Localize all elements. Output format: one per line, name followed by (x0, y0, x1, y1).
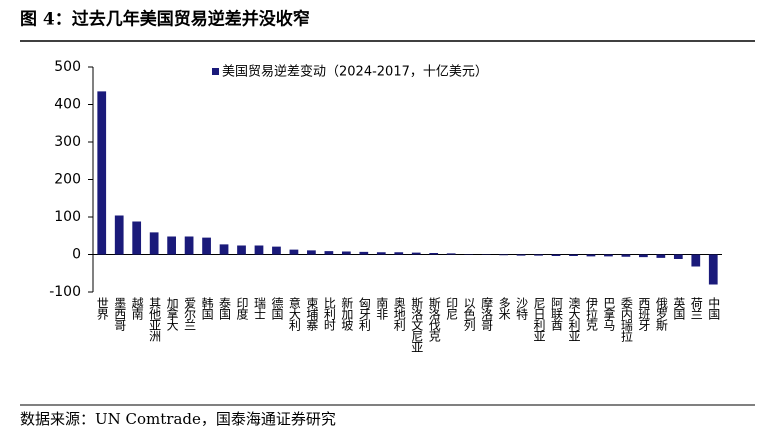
bar (167, 236, 176, 255)
x-tick-label: 加拿大 (165, 297, 179, 331)
bar (656, 254, 666, 258)
x-tick-label: 南非 (375, 296, 389, 320)
x-tick-label: 印度 (235, 297, 249, 320)
x-tick-label: 荷兰 (689, 297, 703, 319)
x-tick-label: 印尼 (445, 297, 459, 320)
x-tick-label: 西班牙 (637, 297, 651, 331)
x-tick-label: 韩国 (200, 296, 214, 320)
bar (411, 252, 421, 255)
bar (569, 254, 578, 256)
y-tick-label: 200 (54, 172, 81, 188)
x-tick-label: 德国 (270, 296, 284, 320)
legend-swatch (212, 68, 219, 75)
bar (237, 245, 246, 255)
bar (394, 252, 404, 255)
bar (114, 215, 124, 255)
x-tick-label: 以色列 (462, 297, 476, 331)
bar (149, 232, 159, 255)
x-tick-label: 委内瑞拉 (619, 297, 633, 343)
bar (691, 254, 701, 267)
x-tick-label: 巴拿马 (602, 297, 616, 331)
x-tick-label: 世界 (95, 297, 109, 321)
bar (219, 244, 229, 255)
x-tick-label: 匈牙利 (357, 297, 371, 331)
x-tick-label: 伊拉克 (584, 297, 598, 332)
x-tick-label: 澳大利亚 (567, 297, 581, 341)
bar (202, 237, 211, 255)
bar (376, 252, 386, 255)
y-tick-label: 100 (54, 209, 81, 225)
legend-label: 美国贸易逆差变动（2024-2017，十亿美元） (222, 64, 488, 80)
bar (254, 245, 264, 255)
x-tick-label: 泰国 (218, 297, 232, 320)
bar (516, 254, 526, 256)
x-tick-label: 斯洛伐克 (427, 297, 441, 343)
x-tick-label: 意大利 (287, 296, 301, 331)
y-tick-label: 400 (54, 97, 81, 113)
bar (184, 236, 194, 255)
bar (359, 251, 369, 255)
bar (499, 254, 508, 256)
bar (621, 254, 631, 257)
bar (673, 254, 683, 259)
x-tick-label: 阿联酋 (550, 297, 564, 331)
x-tick-label: 英国 (672, 297, 686, 320)
x-tick-label: 越南 (130, 297, 144, 320)
bar (272, 246, 281, 255)
x-tick-label: 新加坡 (340, 296, 354, 331)
x-tick-label: 墨西哥 (113, 297, 127, 331)
x-tick-label: 俄罗斯 (654, 297, 668, 332)
x-tick-label: 摩洛哥 (480, 296, 494, 331)
x-tick-label: 斯洛文尼亚 (410, 297, 424, 352)
bar (324, 251, 334, 255)
bar (429, 253, 439, 255)
bar (97, 91, 107, 255)
y-tick-label: 300 (54, 134, 81, 150)
title: 图 4：过去几年美国贸易逆差并没收窄 (20, 9, 310, 30)
bar (307, 250, 316, 255)
bar (586, 254, 596, 257)
bar (132, 221, 142, 255)
bar (341, 251, 351, 255)
bar (446, 253, 456, 255)
y-tick-label: 0 (72, 247, 81, 263)
x-tick-label: 爱尔兰 (183, 297, 197, 330)
x-tick-label: 多米 (497, 297, 511, 320)
x-tick-label: 中国 (707, 296, 721, 320)
bar (551, 254, 561, 256)
x-tick-label: 奥地利 (392, 297, 406, 331)
y-tick-label: 500 (54, 59, 81, 75)
bar (289, 249, 299, 255)
source: 数据来源：UN Comtrade，国泰海通证券研究 (20, 410, 336, 428)
x-tick-label: 比利时 (322, 297, 336, 331)
bar (708, 254, 718, 285)
bar (639, 254, 648, 258)
bar (534, 254, 543, 256)
x-tick-label: 其他亚洲 (148, 297, 162, 342)
x-tick-label: 沙特 (515, 297, 529, 320)
x-tick-label: 柬埔寨 (305, 297, 319, 331)
bar (604, 254, 613, 257)
y-tick-label: -100 (49, 284, 81, 300)
x-tick-label: 尼日利亚 (532, 297, 546, 341)
x-tick-label: 瑞士 (252, 297, 266, 319)
